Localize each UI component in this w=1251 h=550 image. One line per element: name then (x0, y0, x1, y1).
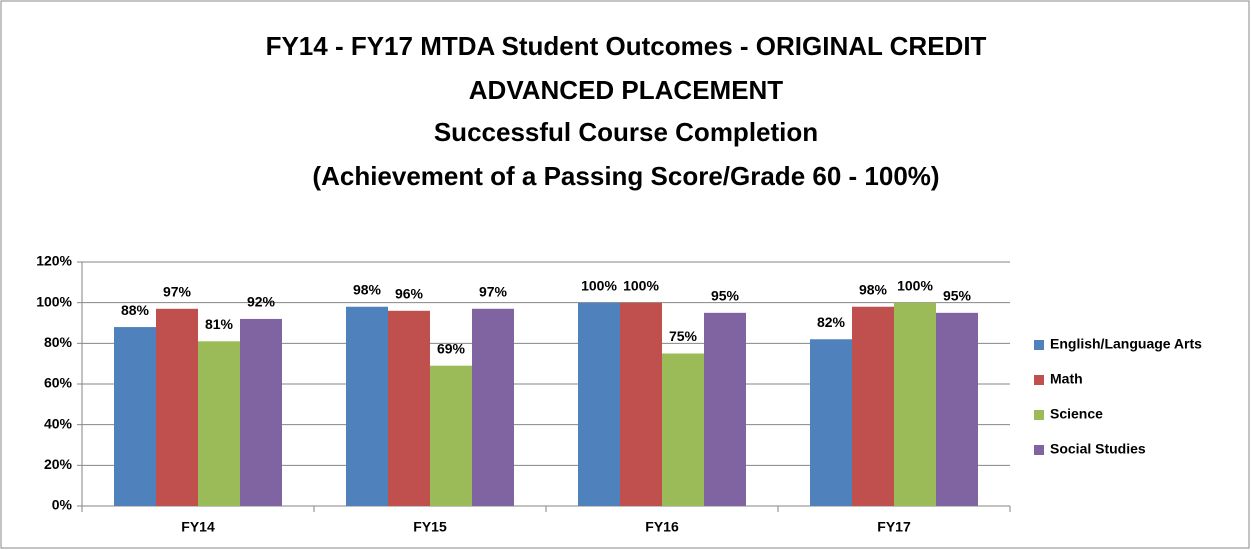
data-label: 98% (353, 281, 382, 297)
y-tick-label: 60% (44, 375, 73, 391)
y-tick-label: 120% (36, 253, 72, 269)
data-label: 82% (817, 314, 846, 330)
y-tick-label: 80% (44, 334, 73, 350)
bar (894, 302, 936, 506)
bar (198, 341, 240, 506)
legend-label: Social Studies (1050, 441, 1146, 457)
data-label: 100% (623, 277, 659, 293)
bar (810, 339, 852, 506)
bar (662, 353, 704, 506)
data-label: 75% (669, 328, 698, 344)
data-label: 100% (581, 277, 617, 293)
bar (578, 302, 620, 506)
data-label: 98% (859, 281, 888, 297)
bar (620, 302, 662, 506)
x-tick-label: FY14 (181, 519, 215, 535)
y-tick-label: 40% (44, 415, 73, 431)
legend-swatch (1034, 340, 1044, 350)
bar (388, 310, 430, 506)
legend-swatch (1034, 375, 1044, 385)
bar (156, 308, 198, 506)
chart-title: FY14 - FY17 MTDA Student Outcomes - ORIG… (266, 31, 987, 61)
data-label: 95% (711, 288, 740, 304)
bar (472, 308, 514, 506)
data-label: 97% (163, 283, 192, 299)
y-tick-label: 100% (36, 293, 72, 309)
x-tick-label: FY16 (645, 519, 679, 535)
legend-label: Math (1050, 371, 1083, 387)
bar (114, 327, 156, 506)
chart-title: (Achievement of a Passing Score/Grade 60… (312, 161, 939, 191)
data-label: 88% (121, 302, 150, 318)
legend-swatch (1034, 410, 1044, 420)
data-label: 81% (205, 316, 234, 332)
chart-title: Successful Course Completion (434, 117, 818, 147)
y-tick-label: 0% (52, 497, 73, 513)
bar (240, 318, 282, 506)
bar (346, 306, 388, 506)
data-label: 92% (247, 294, 276, 310)
y-tick-label: 20% (44, 456, 73, 472)
data-label: 97% (479, 283, 508, 299)
data-label: 95% (943, 288, 972, 304)
chart-title: ADVANCED PLACEMENT (469, 75, 784, 105)
legend-swatch (1034, 445, 1044, 455)
bar (936, 312, 978, 506)
x-tick-label: FY15 (413, 519, 447, 535)
legend-label: English/Language Arts (1050, 336, 1202, 352)
data-label: 96% (395, 286, 424, 302)
bar (852, 306, 894, 506)
x-tick-label: FY17 (877, 519, 911, 535)
bar (704, 312, 746, 506)
legend-label: Science (1050, 406, 1103, 422)
data-label: 100% (897, 277, 933, 293)
data-label: 69% (437, 340, 466, 356)
bar (430, 365, 472, 506)
